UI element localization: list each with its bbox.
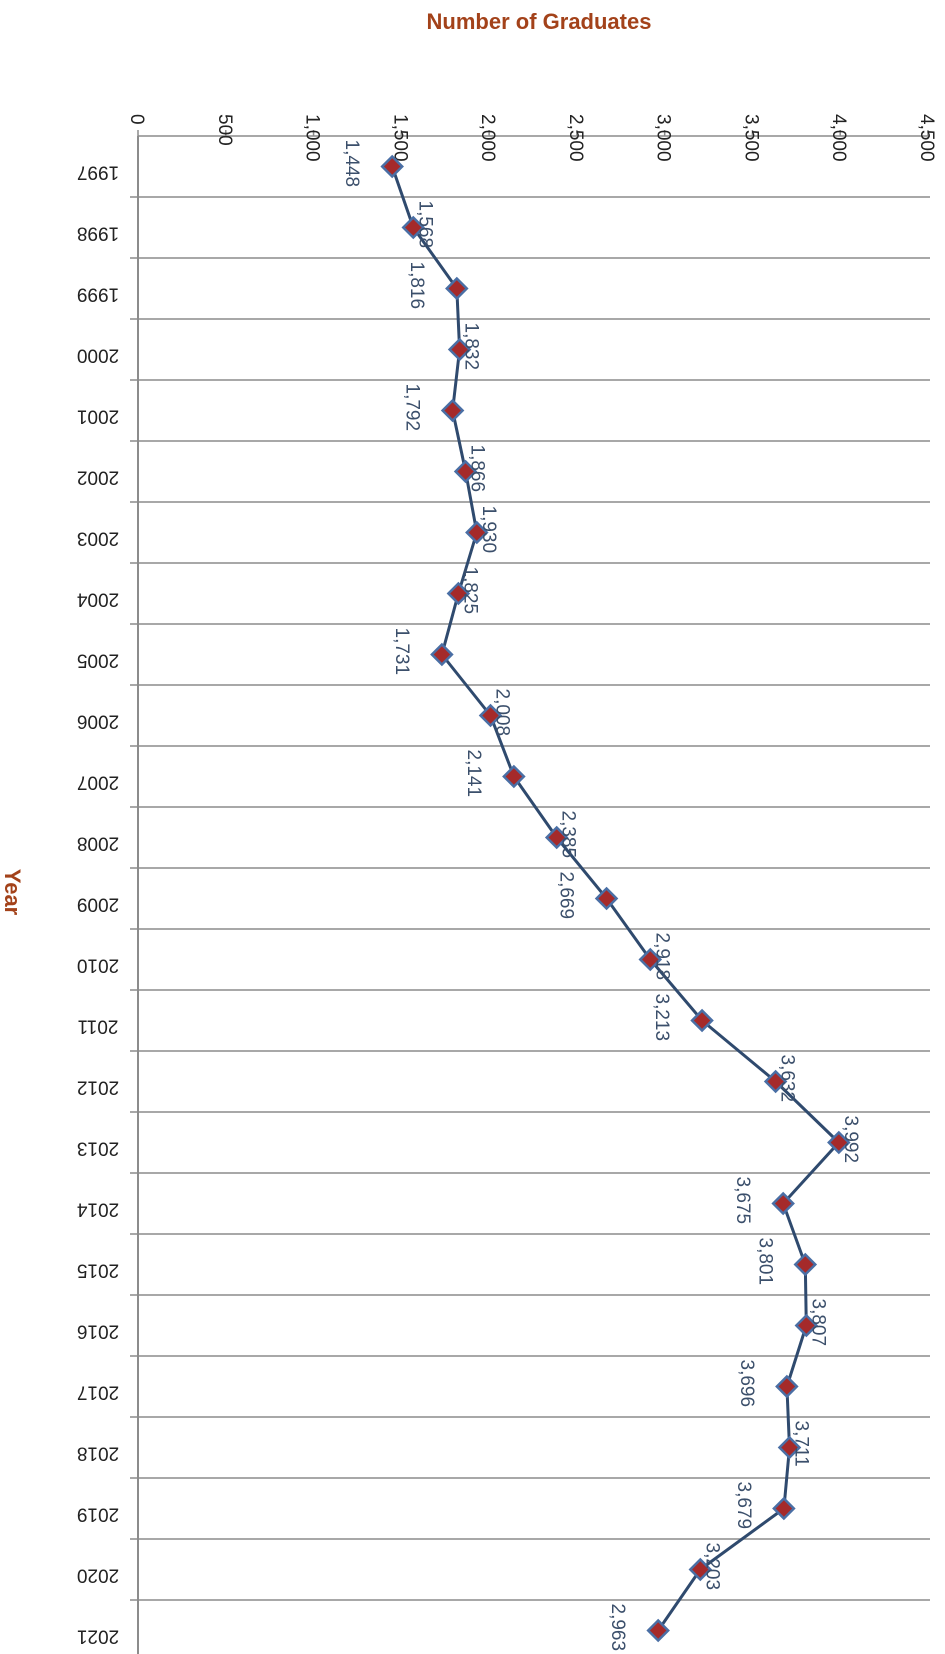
category-tick-label: 2001 [77,406,119,427]
data-label: 3,203 [701,1543,722,1591]
value-tick-label: 3,000 [653,114,674,162]
data-label: 3,992 [840,1116,861,1164]
data-label: 1,832 [461,323,482,371]
data-point-2016 [794,1313,819,1338]
category-tick-label: 2010 [77,955,119,976]
data-point-2006 [478,703,503,728]
data-point-2015 [793,1252,818,1277]
data-label: 3,807 [807,1299,828,1347]
data-point-2002 [453,459,478,484]
value-tick-label: 1,000 [302,114,323,162]
data-point-2017 [775,1374,799,1399]
category-tick-label: 2002 [77,467,119,488]
category-tick-label: 2018 [77,1443,119,1464]
value-axis-title: Number of Graduates [427,9,652,34]
data-label: 3,801 [754,1238,775,1286]
data-label: 3,632 [777,1055,798,1103]
data-label: 1,731 [391,628,412,676]
category-tick-label: 2011 [78,1016,119,1037]
data-point-2011 [690,1008,714,1033]
category-tick-label: 1997 [77,162,119,183]
value-tick-label: 3,500 [740,114,761,162]
data-label: 3,696 [736,1360,757,1408]
data-label: 1,792 [402,384,423,432]
data-point-2007 [502,764,526,789]
series-graduates [380,154,851,1643]
value-tick-label: 4,000 [828,114,849,162]
category-tick-label: 2004 [76,589,119,610]
category-tick-label: 2012 [77,1077,119,1098]
data-label: 3,213 [651,994,672,1042]
category-axis-ticks: 1997 1998 1999 2000 2001 2002 2003 2004 2005 2006… [76,162,119,1647]
category-tick-label: 2006 [77,711,119,732]
data-label: 2,141 [463,750,484,798]
data-label: 3,679 [733,1482,754,1530]
data-point-1999 [445,276,469,301]
category-tick-label: 2016 [77,1321,119,1342]
data-point-2012 [763,1069,788,1094]
data-point-2019 [772,1496,796,1521]
data-point-1997 [380,154,404,179]
data-label: 2,385 [558,811,579,859]
data-point-2013 [827,1130,851,1155]
category-tick-label: 2003 [77,528,119,549]
data-point-2018 [777,1435,802,1460]
data-point-2014 [771,1191,795,1216]
data-point-2001 [440,398,465,423]
value-tick-label: 500 [214,114,235,146]
data-label: 2,918 [651,933,672,981]
data-point-2021 [646,1618,670,1643]
data-point-2003 [465,520,489,545]
category-tick-label: 2020 [77,1565,119,1586]
category-tick-label: 2013 [77,1138,119,1159]
data-point-2010 [638,947,663,972]
category-tick-label: 2021 [77,1626,119,1647]
data-point-1998 [401,215,426,240]
category-tick-label: 2009 [77,894,119,915]
category-axis-title: Year [0,869,25,916]
value-tick-label: 2,000 [477,114,498,162]
value-tick-label: 0 [126,114,147,125]
category-tick-label: 2014 [76,1199,119,1220]
data-labels: 1,448 1,568 1,816 1,832 1,792 1,866 1,930 1,825… [341,140,861,1652]
category-tick-label: 2008 [77,833,119,854]
data-label: 1,448 [341,140,362,188]
category-tick-label: 2019 [77,1504,119,1525]
data-label: 1,866 [467,445,488,493]
data-label: 2,669 [556,872,577,920]
category-tick-label: 2015 [77,1260,119,1281]
data-point-2020 [688,1557,713,1582]
category-tick-label: 2000 [77,345,119,366]
value-tick-label: 2,500 [565,114,586,162]
data-label: 3,675 [732,1177,753,1225]
data-label: 2,963 [607,1604,628,1652]
data-point-2009 [594,886,619,911]
category-tick-label: 2005 [77,650,119,671]
data-label: 1,568 [414,201,435,249]
category-tick-label: 1998 [77,223,119,244]
data-label: 2,008 [492,689,513,737]
value-tick-label: 4,500 [916,114,937,162]
category-tick-label: 2007 [77,772,119,793]
value-axis-ticks: 0 500 1,000 1,500 2,000 2,500 3,000 3,500 4,000 4… [126,114,937,162]
category-tick-label: 2017 [77,1382,119,1403]
data-label: 1,930 [478,506,499,554]
data-point-2005 [430,642,454,667]
data-label: 3,711 [791,1421,812,1467]
data-point-2008 [544,825,569,850]
data-point-2004 [446,581,471,606]
data-label: 1,825 [459,567,480,615]
data-label: 1,816 [406,262,427,310]
value-tick-label: 1,500 [389,114,410,162]
data-point-2000 [447,337,472,362]
category-tick-label: 1999 [77,284,119,305]
